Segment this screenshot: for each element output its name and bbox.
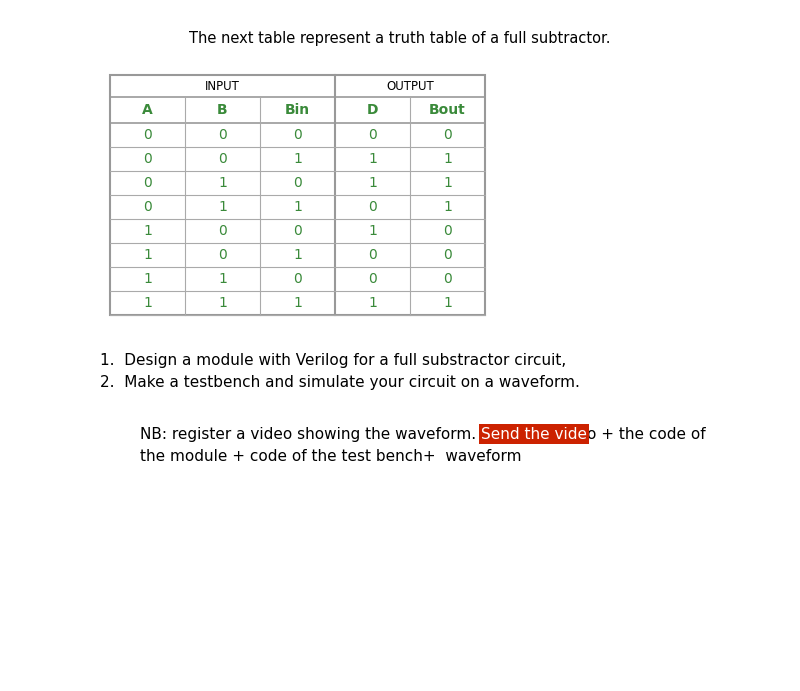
Text: A: A — [142, 103, 153, 117]
Text: 0: 0 — [443, 224, 452, 238]
Text: Bout: Bout — [429, 103, 466, 117]
Text: 1: 1 — [218, 272, 227, 286]
Text: 1: 1 — [218, 176, 227, 190]
Text: 1: 1 — [368, 296, 377, 310]
Text: 1: 1 — [293, 296, 302, 310]
Text: Send the vide: Send the vide — [481, 426, 587, 442]
Text: 0: 0 — [293, 128, 302, 142]
Text: 0: 0 — [368, 128, 377, 142]
Text: 1: 1 — [443, 152, 452, 166]
Text: The next table represent a truth table of a full subtractor.: The next table represent a truth table o… — [190, 30, 610, 46]
Text: D: D — [366, 103, 378, 117]
Text: the module + code of the test bench+  waveform: the module + code of the test bench+ wav… — [140, 448, 522, 464]
Text: 1: 1 — [293, 200, 302, 214]
Text: 0: 0 — [293, 224, 302, 238]
Text: 1: 1 — [143, 248, 152, 262]
Text: INPUT: INPUT — [205, 79, 240, 93]
Text: OUTPUT: OUTPUT — [386, 79, 434, 93]
Text: 1: 1 — [443, 296, 452, 310]
Text: 1: 1 — [293, 152, 302, 166]
Text: 1: 1 — [368, 152, 377, 166]
Text: 1: 1 — [368, 224, 377, 238]
Text: 0: 0 — [218, 128, 227, 142]
Text: 1: 1 — [293, 248, 302, 262]
Text: 1: 1 — [143, 224, 152, 238]
Bar — [110, 75, 485, 315]
Text: 0: 0 — [293, 272, 302, 286]
Text: 1: 1 — [368, 176, 377, 190]
Text: 0: 0 — [218, 224, 227, 238]
Text: 0: 0 — [368, 272, 377, 286]
Text: o + the code of: o + the code of — [587, 426, 706, 442]
Text: 0: 0 — [143, 152, 152, 166]
Text: 0: 0 — [218, 248, 227, 262]
Text: 1: 1 — [443, 200, 452, 214]
Text: 0: 0 — [368, 200, 377, 214]
Text: 2.  Make a testbench and simulate your circuit on a waveform.: 2. Make a testbench and simulate your ci… — [100, 375, 580, 390]
Text: 1: 1 — [218, 296, 227, 310]
Text: 1: 1 — [143, 296, 152, 310]
Text: 1: 1 — [143, 272, 152, 286]
Text: 0: 0 — [143, 128, 152, 142]
Text: 0: 0 — [443, 128, 452, 142]
Text: 0: 0 — [443, 248, 452, 262]
Text: B: B — [217, 103, 228, 117]
Text: 0: 0 — [443, 272, 452, 286]
Text: 0: 0 — [293, 176, 302, 190]
Text: 1: 1 — [218, 200, 227, 214]
Text: NB: register a video showing the waveform.: NB: register a video showing the wavefor… — [140, 426, 481, 442]
Text: 0: 0 — [218, 152, 227, 166]
Text: 1.  Design a module with Verilog for a full substractor circuit,: 1. Design a module with Verilog for a fu… — [100, 352, 566, 368]
Text: 1: 1 — [443, 176, 452, 190]
Text: 0: 0 — [368, 248, 377, 262]
Text: 0: 0 — [143, 200, 152, 214]
Text: 0: 0 — [143, 176, 152, 190]
Text: Bin: Bin — [285, 103, 310, 117]
